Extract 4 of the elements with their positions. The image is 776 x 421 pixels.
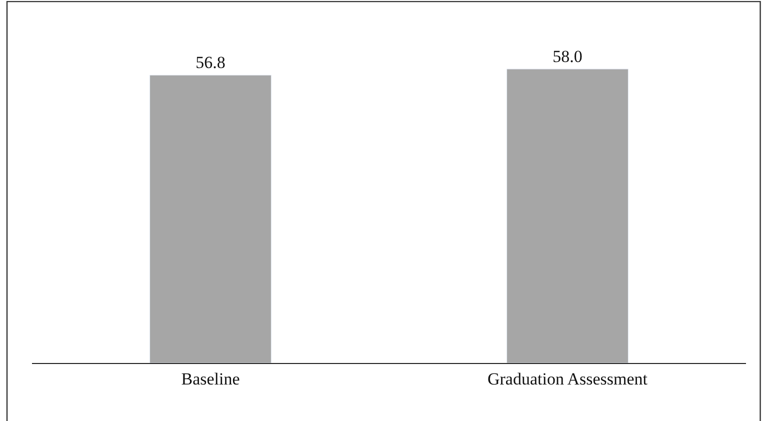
data-label: 56.8 [196,53,226,72]
x-tick-label: Graduation Assessment [487,370,648,388]
x-tick-label: Baseline [181,370,240,388]
data-label: 58.0 [552,47,582,66]
